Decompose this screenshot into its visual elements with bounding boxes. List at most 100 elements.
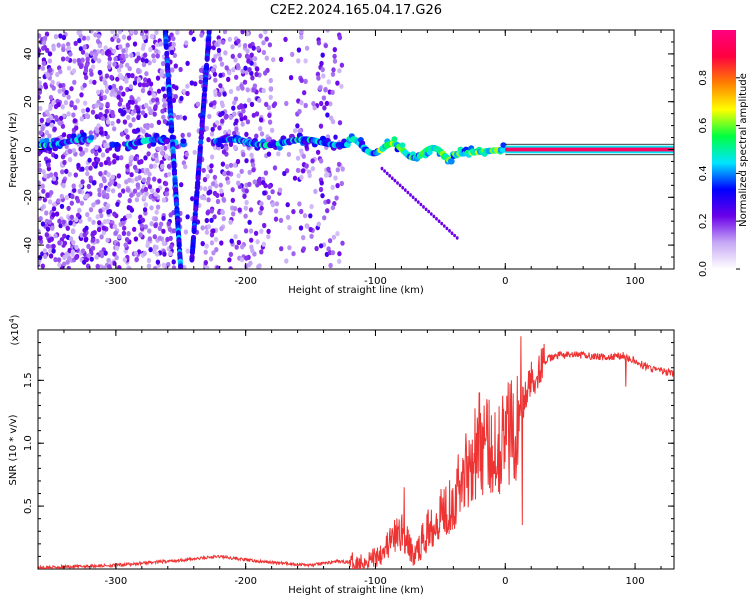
spectrogram-cell [50, 225, 55, 231]
spectrogram-cell [257, 263, 262, 269]
spectrogram-cell [296, 58, 301, 64]
spectrogram-cell [51, 46, 56, 52]
spectrogram-cell [160, 150, 165, 156]
spectrogram-cell [112, 224, 118, 230]
spectrogram-cell [101, 176, 107, 182]
spectrogram-cell [210, 181, 216, 187]
x-tick-label: -200 [234, 576, 257, 587]
spectrogram-cell [278, 56, 284, 63]
spectrogram-cell [240, 85, 245, 91]
spectrogram-cell [107, 160, 112, 166]
spectrogram-cell [209, 232, 215, 238]
spectrogram-cell [125, 213, 131, 219]
spectrogram-cell [70, 249, 76, 255]
spectrogram-cell [326, 79, 331, 85]
spectrogram-cell [254, 133, 259, 139]
spectrogram-cell [339, 62, 345, 68]
spectrogram-cell [68, 51, 73, 57]
spectrogram-cell [295, 155, 301, 161]
spectrogram-cell [214, 41, 219, 48]
spectrogram-cell [56, 198, 61, 204]
spectrogram-cell [301, 246, 306, 252]
spectrogram-cell [251, 167, 256, 173]
spectrogram-cell [340, 166, 345, 172]
spectrogram-cell [84, 165, 90, 171]
spectrogram-cell [147, 184, 153, 190]
spectrogram-cell [303, 102, 308, 109]
spectrogram-cell [94, 254, 99, 260]
spectrogram-cell [214, 247, 219, 253]
spectrogram-cell [129, 172, 134, 178]
spectrogram-cell [116, 90, 122, 96]
spectrogram-cell [62, 254, 67, 261]
spectrogram-cell [125, 163, 130, 169]
spectrogram-cell [51, 206, 57, 212]
spectrogram-cell [156, 119, 162, 125]
spectrogram-cell [153, 191, 158, 197]
spectrogram-cell [250, 248, 255, 254]
spectrogram-cell [71, 183, 76, 189]
spectrogram-cell [40, 65, 46, 71]
spectrogram-cell [163, 181, 169, 187]
spectrogram-cell [88, 165, 93, 171]
spectrogram-cell [325, 112, 330, 118]
spectrogram-cell [316, 221, 321, 227]
spectrogram-cell [99, 161, 104, 168]
spectrogram-cell [243, 115, 248, 121]
spectrogram-cell [117, 234, 122, 240]
spectrogram-cell [149, 123, 154, 129]
spectrogram-cell [83, 65, 89, 71]
spectrogram-cell [180, 138, 187, 144]
spectrogram-cell [72, 187, 77, 193]
spectrogram-cell [245, 87, 250, 93]
spectrogram-cell [302, 213, 308, 219]
spectrogram-cell [146, 257, 152, 264]
spectrogram-cell [113, 92, 118, 98]
spectrogram-cell [136, 77, 142, 83]
spectrogram-cell [93, 55, 98, 62]
spectrogram-cell [162, 251, 167, 257]
spectrogram-cell [332, 53, 337, 59]
colorbar-tick-label: 0.0 [698, 261, 709, 277]
spectrogram-cell [206, 30, 212, 36]
spectrogram-cell [147, 228, 152, 234]
spectrogram-cell [305, 223, 310, 229]
spectrogram-cell [65, 225, 71, 231]
spectrogram-cell [234, 118, 239, 124]
spectrogram-cell [105, 237, 110, 243]
spectrogram-cell [216, 47, 222, 54]
spectrogram-cell [198, 79, 203, 85]
spectrogram-cell [181, 160, 187, 166]
spectrogram-cell [183, 229, 189, 235]
spectrogram-cell [71, 240, 76, 246]
spectrogram-cell [79, 200, 85, 206]
spectrogram-cell [266, 234, 271, 240]
spectrogram-cell [337, 251, 342, 257]
x-tick-label: -100 [364, 576, 387, 587]
spectrogram-cell [199, 32, 204, 38]
spectrogram-cell [262, 222, 267, 229]
spectrogram-cell [299, 77, 304, 83]
spectrogram-cell [262, 190, 267, 196]
spectrogram-cell [96, 199, 101, 205]
spectrogram-cell [75, 98, 80, 104]
spectrogram-y-label: Frequency (Hz) [8, 112, 19, 188]
spectrogram-cell [144, 58, 149, 64]
spectrogram-cell [193, 81, 198, 87]
spectrogram-cell [299, 174, 304, 180]
spectrogram-cell [143, 155, 148, 161]
spectrogram-cell [139, 223, 144, 229]
spectrogram-cell [200, 225, 205, 231]
spectrogram-cell [222, 171, 227, 177]
spectrogram-cell [38, 216, 43, 222]
colorbar-label: Normalized spectral amplitude [738, 73, 749, 227]
spectrogram-cell [101, 265, 107, 269]
spectrogram-cell [435, 217, 438, 221]
snr-x-ticks: -300 -200 -100 0 100 [37, 330, 662, 587]
spectrogram-cell [246, 58, 251, 64]
spectrogram-cell [176, 241, 182, 249]
spectrogram-cell [227, 129, 232, 135]
spectrogram-cell [244, 188, 249, 194]
spectrogram-cell [136, 55, 141, 61]
spectrogram-cell [113, 56, 118, 62]
